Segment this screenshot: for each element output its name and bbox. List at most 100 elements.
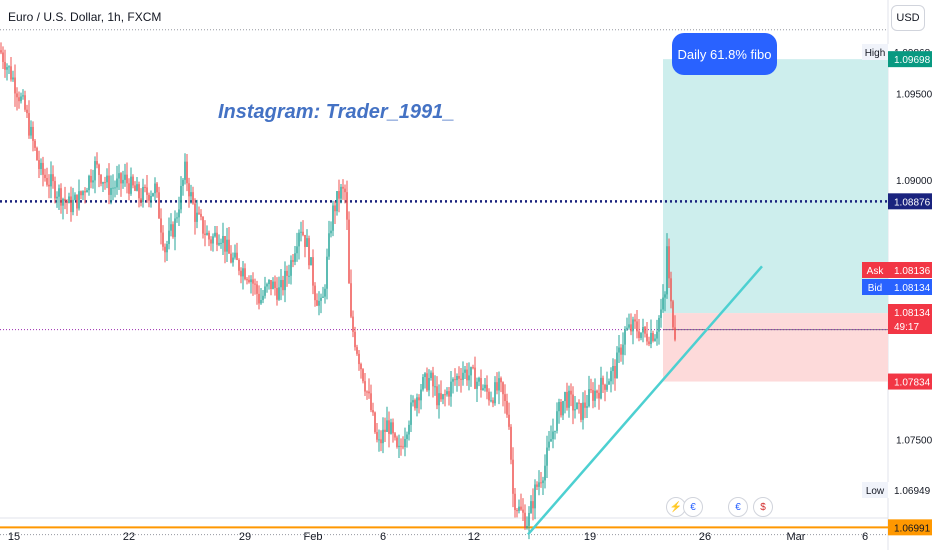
candle xyxy=(66,199,68,214)
candle-body xyxy=(536,484,538,487)
time-tick-label: 26 xyxy=(699,531,711,543)
candle-body xyxy=(100,174,102,184)
event-usd-icon[interactable]: $ xyxy=(753,497,773,517)
candle-body xyxy=(168,230,170,245)
candle-body xyxy=(196,212,198,222)
candle xyxy=(336,191,338,216)
candle xyxy=(558,398,560,424)
fibo-callout[interactable]: Daily 61.8% fibo xyxy=(672,33,777,75)
candle xyxy=(542,476,544,496)
candle xyxy=(210,236,212,251)
candle xyxy=(612,358,614,385)
candle-body xyxy=(512,459,514,494)
candle-body xyxy=(596,390,598,393)
candle-body xyxy=(264,286,266,296)
candle-body xyxy=(612,366,614,372)
currency-button[interactable]: USD xyxy=(891,5,925,31)
candle xyxy=(490,391,492,403)
time-tick-label: Feb xyxy=(304,531,323,543)
candle-body xyxy=(414,400,416,409)
candle xyxy=(400,438,402,456)
candle-body xyxy=(534,484,536,509)
candle xyxy=(304,234,306,258)
candle-body xyxy=(188,183,190,197)
candle xyxy=(374,411,376,434)
event-euro-icon[interactable]: € xyxy=(683,497,703,517)
candle xyxy=(484,377,486,392)
candle-body xyxy=(478,378,480,382)
event-euro-icon-2[interactable]: € xyxy=(728,497,748,517)
candle xyxy=(144,184,146,193)
candle-body xyxy=(226,239,228,252)
candle-body xyxy=(490,400,492,402)
candle xyxy=(372,402,374,416)
candle-body xyxy=(334,205,336,212)
candle-body xyxy=(38,160,40,170)
candle xyxy=(90,169,92,189)
candle-body xyxy=(544,465,546,481)
candle xyxy=(84,187,86,204)
price-tag-label: Low xyxy=(866,486,885,497)
candle xyxy=(60,183,62,214)
candle-body xyxy=(52,174,54,182)
candle xyxy=(172,221,174,239)
candle xyxy=(238,258,240,276)
candle-body xyxy=(174,218,176,237)
candle xyxy=(248,275,250,284)
candle xyxy=(72,187,74,216)
candle-body xyxy=(318,300,320,306)
candle xyxy=(486,375,488,400)
candle-body xyxy=(590,389,592,391)
candle xyxy=(514,488,516,518)
candle xyxy=(660,298,662,328)
candle xyxy=(426,367,428,392)
candle-body xyxy=(492,400,494,404)
candle-body xyxy=(274,281,276,289)
candle-body xyxy=(316,300,318,306)
candle-body xyxy=(224,236,226,252)
candle xyxy=(266,282,268,293)
candle xyxy=(80,190,82,200)
candle xyxy=(636,309,638,339)
candle xyxy=(578,399,580,414)
candle xyxy=(570,383,572,407)
candle-body xyxy=(130,176,132,194)
candle xyxy=(366,390,368,400)
price-label-bg xyxy=(888,373,932,390)
candle-body xyxy=(96,161,98,165)
candle-body xyxy=(202,216,204,234)
candle-body xyxy=(526,525,528,528)
candle-body xyxy=(2,52,4,62)
candle-body xyxy=(342,186,344,189)
candle-body xyxy=(18,97,20,102)
candle xyxy=(170,213,172,237)
candle-body xyxy=(124,174,126,180)
candle-body xyxy=(320,297,322,301)
candle-body xyxy=(66,200,68,204)
candle-body xyxy=(576,402,578,410)
candle xyxy=(546,435,548,479)
candle-body xyxy=(296,246,298,254)
candle-body xyxy=(78,191,80,209)
candle-body xyxy=(434,386,436,388)
candle-body xyxy=(256,284,258,294)
candle-body xyxy=(626,327,628,330)
candle-body xyxy=(94,161,96,181)
price-label-bg xyxy=(888,262,932,278)
symbol-title[interactable]: Euro / U.S. Dollar, 1h, FXCM xyxy=(8,10,162,24)
candle xyxy=(190,184,192,204)
candle xyxy=(86,187,88,193)
watermark-text: Instagram: Trader_1991_ xyxy=(218,101,455,123)
price-label-ask: 1.08136 xyxy=(894,266,931,277)
candle xyxy=(666,233,668,299)
candle xyxy=(408,420,410,441)
candle-body xyxy=(454,379,456,381)
event-flash-icon[interactable]: ⚡ xyxy=(666,497,686,517)
candle xyxy=(236,242,238,261)
candle xyxy=(306,229,308,248)
candle-body xyxy=(562,401,564,416)
candle xyxy=(302,220,304,237)
candle xyxy=(250,275,252,294)
candle-body xyxy=(496,382,498,391)
